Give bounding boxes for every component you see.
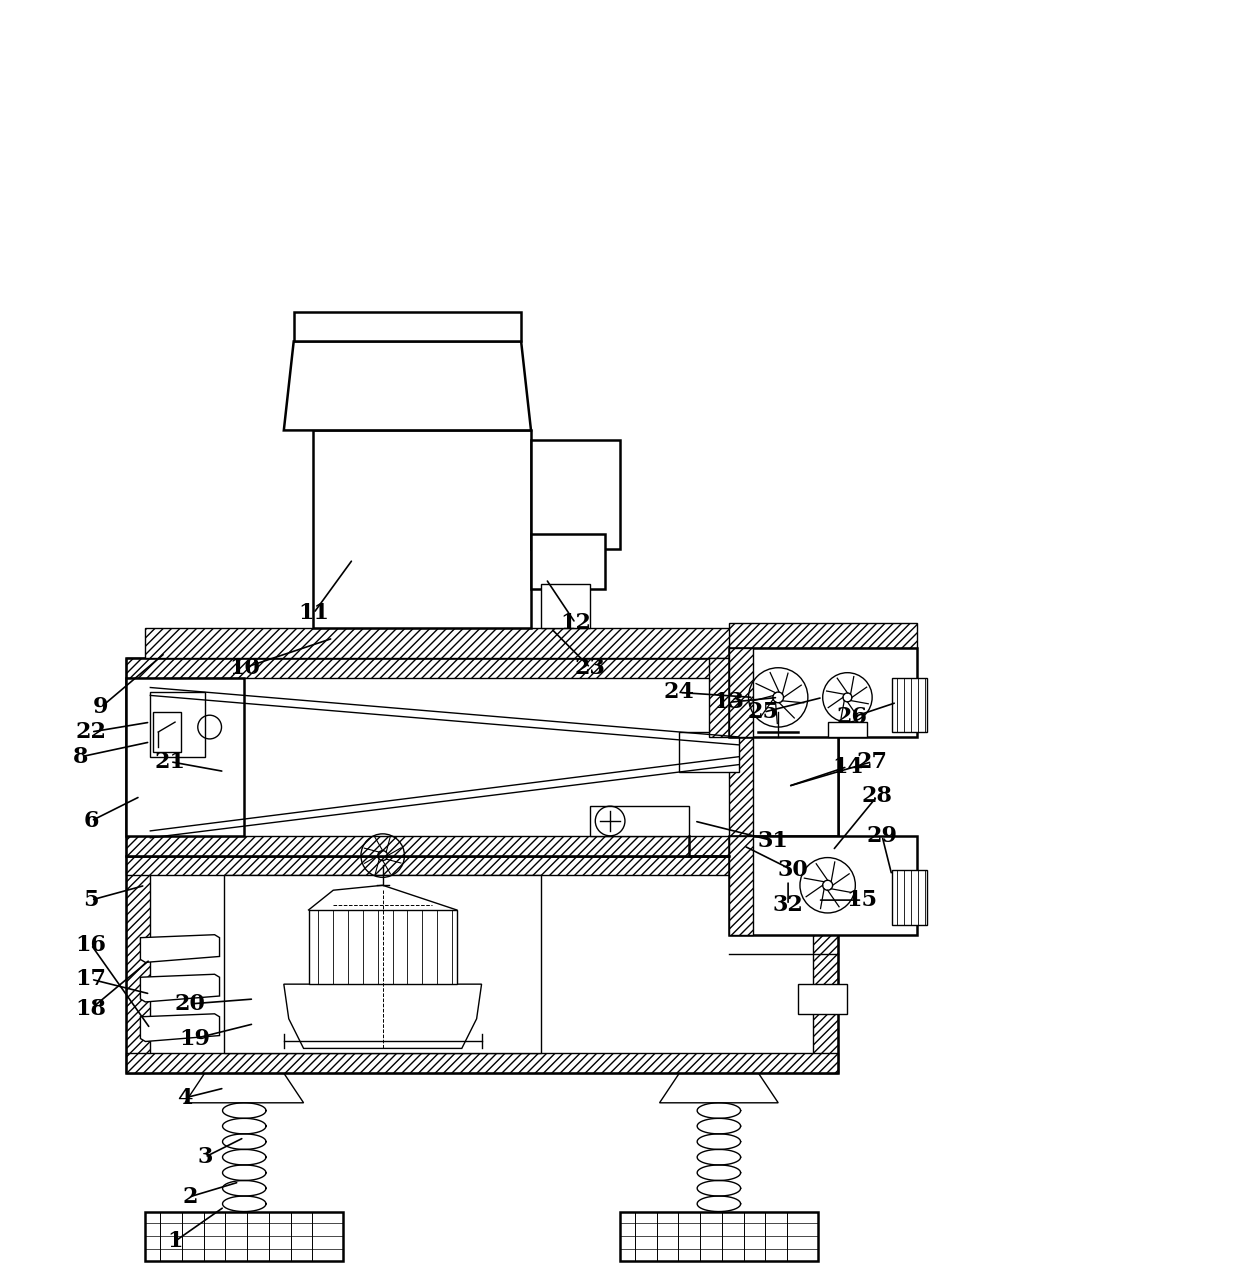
Text: 23: 23 <box>575 657 606 679</box>
Polygon shape <box>185 1073 304 1103</box>
Bar <box>314 430 531 629</box>
Text: 16: 16 <box>76 934 107 956</box>
Text: 18: 18 <box>76 998 107 1020</box>
Bar <box>812 658 837 855</box>
Text: 27: 27 <box>857 751 888 773</box>
Text: 29: 29 <box>867 824 898 846</box>
Text: 13: 13 <box>713 692 744 714</box>
Bar <box>125 855 837 876</box>
Bar <box>145 1212 343 1261</box>
Bar <box>812 855 837 1073</box>
Text: 6: 6 <box>83 810 99 832</box>
Bar <box>729 836 754 935</box>
Polygon shape <box>689 737 739 765</box>
Text: 12: 12 <box>560 612 591 634</box>
Text: 21: 21 <box>155 751 186 773</box>
Bar <box>590 806 689 836</box>
Text: 5: 5 <box>83 889 99 911</box>
Bar <box>729 623 916 648</box>
Text: 8: 8 <box>73 746 89 768</box>
Bar <box>620 1212 817 1261</box>
Polygon shape <box>140 1014 219 1042</box>
Polygon shape <box>284 341 531 430</box>
Text: 24: 24 <box>663 681 694 703</box>
Bar <box>125 658 837 855</box>
Bar <box>729 836 916 935</box>
Text: 14: 14 <box>832 756 863 778</box>
Text: 4: 4 <box>177 1087 192 1109</box>
Bar <box>892 871 926 925</box>
Text: 30: 30 <box>777 859 808 881</box>
Bar <box>125 1054 837 1073</box>
Bar <box>309 911 456 984</box>
Bar <box>729 677 754 836</box>
Polygon shape <box>284 984 481 1048</box>
Bar <box>150 693 205 757</box>
Bar <box>729 648 916 737</box>
Text: 10: 10 <box>229 657 259 679</box>
Bar <box>125 836 837 855</box>
Text: 19: 19 <box>180 1028 211 1050</box>
Bar <box>154 712 181 752</box>
Bar <box>531 440 620 549</box>
Text: 28: 28 <box>862 786 893 808</box>
Bar <box>541 583 590 629</box>
Text: 11: 11 <box>298 603 329 625</box>
Text: 22: 22 <box>76 721 107 743</box>
Bar <box>125 658 150 855</box>
Bar <box>892 677 926 732</box>
Text: 15: 15 <box>847 889 878 911</box>
Bar <box>125 658 837 677</box>
Text: 32: 32 <box>773 894 804 916</box>
Text: 31: 31 <box>758 829 789 851</box>
Bar <box>125 855 837 1073</box>
Text: 20: 20 <box>175 993 206 1015</box>
Text: 2: 2 <box>182 1186 197 1208</box>
Text: 26: 26 <box>837 706 868 728</box>
Bar <box>294 312 521 341</box>
Bar <box>531 535 605 589</box>
Text: 17: 17 <box>76 969 107 990</box>
Bar <box>729 648 754 737</box>
Text: 3: 3 <box>197 1146 212 1168</box>
Bar <box>749 677 837 836</box>
Polygon shape <box>660 1073 779 1103</box>
Text: 9: 9 <box>93 697 109 719</box>
Bar <box>125 677 244 836</box>
Bar <box>799 984 847 1014</box>
Bar <box>145 629 739 658</box>
Bar <box>709 658 739 737</box>
Bar <box>125 855 150 1073</box>
Polygon shape <box>140 974 219 1002</box>
Bar <box>827 723 867 737</box>
Text: 1: 1 <box>167 1230 182 1252</box>
Polygon shape <box>140 935 219 962</box>
Bar <box>224 876 541 1054</box>
Bar <box>680 732 739 772</box>
Text: 25: 25 <box>748 701 779 724</box>
